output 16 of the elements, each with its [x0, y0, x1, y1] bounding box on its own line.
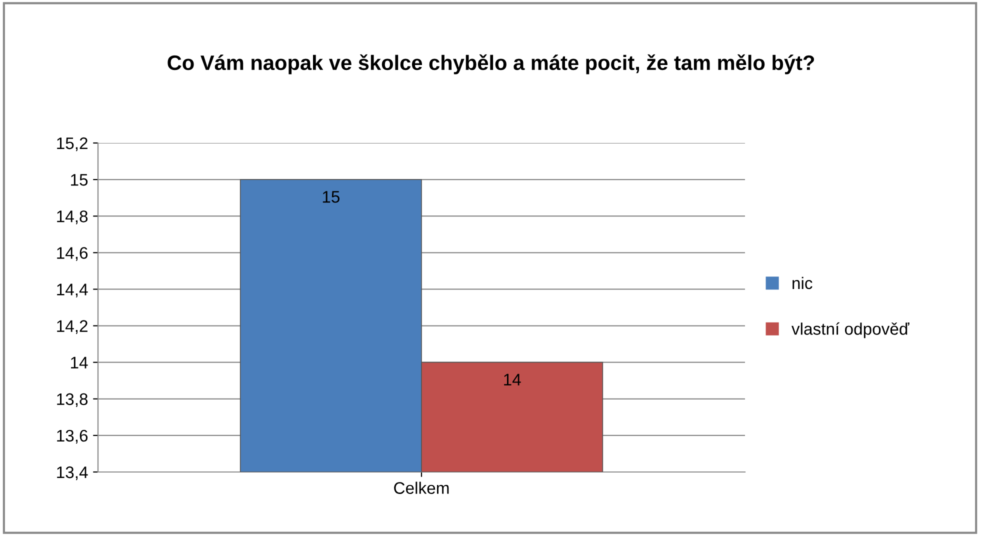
y-tick-label: 15,2 — [57, 137, 88, 152]
data-label: 14 — [504, 374, 521, 386]
y-tick-label: 14,4 — [57, 284, 88, 298]
y-tick-label: 13,4 — [57, 466, 88, 480]
y-tick-label: 14,2 — [57, 320, 88, 334]
legend-label: nic — [792, 276, 812, 290]
legend-label: vlastní odpověď — [792, 322, 910, 338]
y-tick-label: 14,6 — [57, 247, 88, 261]
data-label: 15 — [322, 191, 340, 203]
x-tick-label: Celkem — [394, 482, 449, 494]
y-tick-label: 14,8 — [57, 210, 88, 224]
y-tick-label: 13,6 — [57, 430, 88, 444]
y-tick-label: 13,8 — [57, 393, 88, 408]
y-tick-label: 14 — [71, 356, 88, 368]
y-tick-label: 15 — [71, 174, 88, 186]
chart-title: Co Vám naopak ve školce chybělo a máte pocit, že tam mělo být? — [168, 54, 814, 74]
